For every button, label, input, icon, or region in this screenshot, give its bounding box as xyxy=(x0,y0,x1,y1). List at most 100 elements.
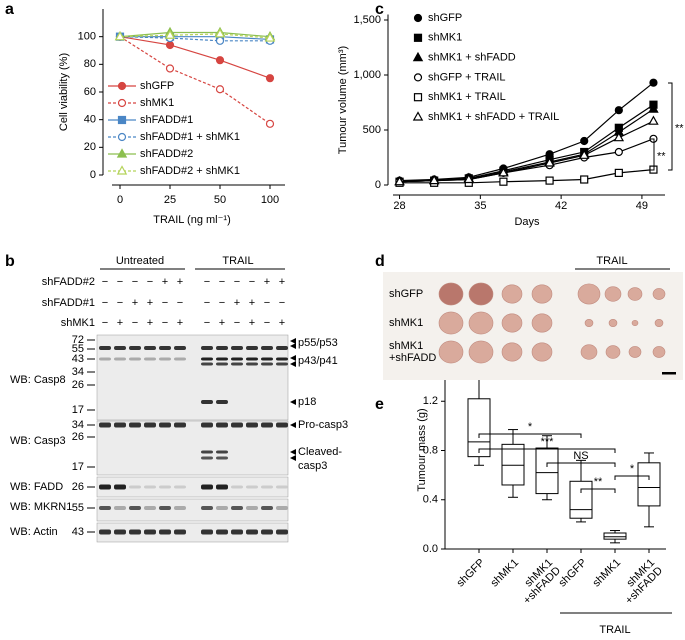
blot-band xyxy=(99,529,111,535)
x-tick-label: 25 xyxy=(164,194,176,206)
tumour xyxy=(631,319,639,327)
blot-sign: + xyxy=(177,276,183,288)
blot-sign: − xyxy=(234,276,240,288)
series-line xyxy=(399,169,654,184)
marker xyxy=(215,36,225,45)
blot-band xyxy=(99,357,111,361)
tumour xyxy=(577,283,601,305)
blot-band xyxy=(216,362,228,366)
y-axis-label: Cell viability (%) xyxy=(58,53,70,131)
y-tick-label: 0.4 xyxy=(423,494,438,506)
blot-band xyxy=(114,357,126,361)
blot-sign: + xyxy=(162,276,168,288)
significance-label: ** xyxy=(594,476,603,488)
blot-band xyxy=(216,400,228,404)
blot-band xyxy=(174,357,186,361)
x-tick-label: 49 xyxy=(636,200,648,212)
blot-band xyxy=(201,357,213,361)
tumour xyxy=(531,342,553,362)
blot-band xyxy=(276,529,288,535)
significance-label: NS xyxy=(573,450,588,462)
y-tick-label: 0 xyxy=(375,179,381,191)
blot-band xyxy=(276,362,288,366)
significance-bracket xyxy=(650,138,655,171)
box xyxy=(501,443,525,486)
blot-sign: − xyxy=(117,276,123,288)
blot-band xyxy=(129,529,141,535)
mw-label: 34 xyxy=(72,419,84,431)
blot-band xyxy=(159,506,171,510)
marker xyxy=(578,149,590,159)
blot-row-label: shFADD#2 xyxy=(42,276,95,288)
blot-sign: − xyxy=(102,276,108,288)
blot-band xyxy=(276,506,288,510)
band-label: Pro-casp3 xyxy=(298,419,348,431)
blot-sign: + xyxy=(147,297,153,309)
legend-label: shFADD#2 + shMK1 xyxy=(140,165,240,177)
mw-label: 72 xyxy=(72,334,84,346)
mw-label: 26 xyxy=(72,431,84,443)
band-label: p18 xyxy=(298,396,316,408)
y-axis-label: Tumour volume (mm³) xyxy=(337,46,349,154)
legend-label: shMK1 + shFADD + TRAIL xyxy=(428,111,559,123)
y-tick-label: 80 xyxy=(84,58,96,70)
marker xyxy=(544,157,555,167)
marker xyxy=(580,136,589,146)
blot-band xyxy=(231,357,243,361)
blot-band xyxy=(246,422,258,428)
blot-band xyxy=(276,357,288,361)
tumour xyxy=(580,344,598,360)
blot-band xyxy=(216,450,228,454)
panel-label: c xyxy=(375,1,384,18)
y-tick-label: 500 xyxy=(363,124,381,136)
blot-band xyxy=(114,346,126,350)
band-label: p55/p53 xyxy=(298,337,338,349)
blot-sign: − xyxy=(279,297,285,309)
y-tick-label: 1,500 xyxy=(353,14,381,26)
blot-band xyxy=(114,506,126,510)
blot-band xyxy=(144,529,156,535)
group-label: TRAIL xyxy=(599,624,630,636)
tumour xyxy=(501,342,523,362)
significance-label: * xyxy=(630,463,635,475)
blot-row-label: shMK1 xyxy=(61,317,95,329)
blot-band xyxy=(144,346,156,350)
blot-header: TRAIL xyxy=(222,255,253,267)
blot-band xyxy=(159,485,171,489)
mw-label: 34 xyxy=(72,366,84,378)
tumour xyxy=(652,346,666,358)
significance-label: *** xyxy=(541,436,555,448)
tumour xyxy=(584,319,594,327)
blot-band xyxy=(261,422,273,428)
blot-band xyxy=(174,485,186,489)
blot-header: Untreated xyxy=(116,255,164,267)
blot-band xyxy=(246,485,258,489)
tumour xyxy=(608,319,618,327)
marker xyxy=(215,56,225,65)
blot-sign: − xyxy=(177,297,183,309)
legend-label: shGFP + TRAIL xyxy=(428,71,506,83)
marker xyxy=(614,168,623,177)
blot-band xyxy=(201,450,213,454)
blot-sign: − xyxy=(264,317,270,329)
blot-band xyxy=(231,362,243,366)
marker xyxy=(164,29,176,39)
tumour xyxy=(501,313,523,333)
blot-panel-label: WB: Actin xyxy=(10,526,58,538)
marker xyxy=(580,175,589,184)
blot-band xyxy=(216,484,228,490)
blot-panel-label: WB: Casp8 xyxy=(10,374,66,386)
marker xyxy=(648,115,659,125)
y-tick-label: 100 xyxy=(78,31,96,43)
blot-band xyxy=(216,456,228,460)
blot-sign: + xyxy=(219,317,225,329)
mw-label: 17 xyxy=(72,404,84,416)
legend-marker xyxy=(117,132,127,142)
series-line xyxy=(119,36,270,42)
band-arrow xyxy=(290,449,296,455)
blot-band xyxy=(231,485,243,489)
y-tick-label: 60 xyxy=(84,86,96,98)
blot-sign: + xyxy=(249,317,255,329)
band-arrow xyxy=(290,343,296,349)
blot-band xyxy=(216,346,228,350)
